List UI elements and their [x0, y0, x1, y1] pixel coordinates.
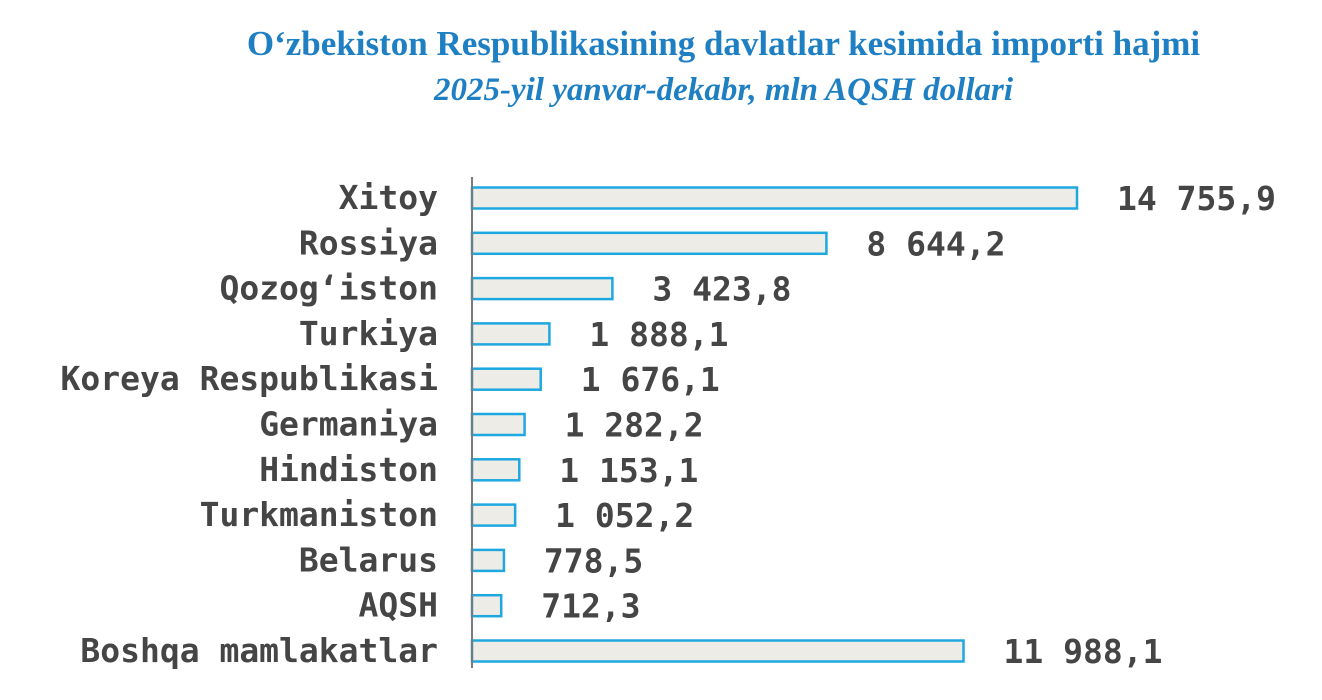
- value-label-qozogiston: 3 423,8: [652, 270, 791, 309]
- category-label-xitoy: Xitoy: [339, 178, 438, 217]
- category-label-boshqa-mamlakatlar: Boshqa mamlakatlar: [80, 631, 438, 670]
- bar-aqsh: [470, 593, 503, 618]
- bar-belarus: [470, 548, 506, 573]
- bar-germaniya: [470, 412, 526, 437]
- value-label-koreya-respublikasi: 1 676,1: [581, 360, 720, 399]
- bar-boshqa-mamlakatlar: [470, 639, 965, 663]
- category-label-hindiston: Hindiston: [259, 450, 438, 489]
- value-label-aqsh: 712,3: [541, 587, 640, 626]
- value-label-turkiya: 1 888,1: [589, 315, 728, 354]
- value-label-xitoy: 14 755,9: [1117, 179, 1276, 218]
- category-labels: Xitoy Rossiya Qozog‘iston Turkiya Koreya Res…: [61, 178, 439, 670]
- value-label-germaniya: 1 282,2: [565, 406, 704, 445]
- bar-hindiston: [470, 458, 521, 482]
- chart-subtitle: 2025-yil yanvar-dekabr, mln AQSH dollari: [433, 72, 1014, 108]
- category-label-turkmaniston: Turkmaniston: [200, 495, 438, 534]
- bar-turkiya: [470, 322, 551, 346]
- value-label-belarus: 778,5: [544, 541, 643, 580]
- category-label-qozogiston: Qozog‘iston: [219, 269, 438, 308]
- bar-qozogiston: [470, 276, 614, 301]
- value-labels: 14 755,9 8 644,2 3 423,8 1 888,1 1 676,1 1 28…: [541, 179, 1276, 671]
- value-label-hindiston: 1 153,1: [559, 451, 698, 490]
- category-label-koreya-respublikasi: Koreya Respublikasi: [61, 359, 439, 398]
- value-label-rossiya: 8 644,2: [866, 224, 1005, 263]
- chart-title: O‘zbekiston Respublikasining davlatlar k…: [246, 24, 1201, 63]
- category-label-germaniya: Germaniya: [259, 405, 438, 444]
- bar-rossiya: [470, 231, 828, 256]
- bar-xitoy: [470, 186, 1079, 210]
- category-label-aqsh: AQSH: [359, 586, 438, 625]
- value-label-turkmaniston: 1 052,2: [555, 496, 694, 535]
- bar-turkmaniston: [470, 503, 517, 527]
- category-label-belarus: Belarus: [299, 540, 438, 579]
- value-label-boshqa-mamlakatlar: 11 988,1: [1004, 632, 1163, 671]
- category-label-turkiya: Turkiya: [299, 314, 438, 353]
- category-label-rossiya: Rossiya: [299, 223, 438, 262]
- bar-koreya-respublikasi: [470, 367, 542, 391]
